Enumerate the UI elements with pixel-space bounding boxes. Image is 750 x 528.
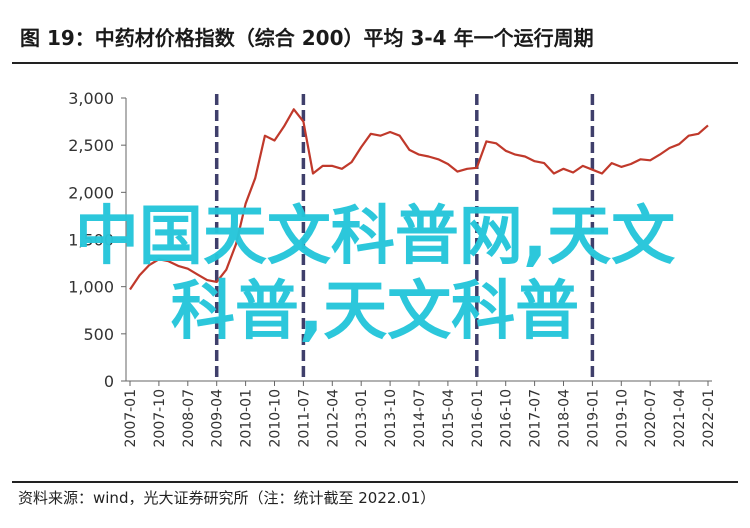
x-tick-label: 2018-04: [557, 389, 573, 448]
chart-title: 图 19：中药材价格指数（综合 200）平均 3-4 年一个运行周期: [20, 26, 594, 50]
y-tick-label: 500: [83, 325, 114, 344]
top-rule: [12, 62, 738, 64]
x-tick-label: 2015-04: [441, 389, 457, 448]
x-tick-label: 2013-10: [383, 389, 399, 448]
x-tick-label: 2009-04: [210, 389, 226, 448]
x-tick-label: 2019-10: [614, 389, 630, 448]
x-tick-label: 2017-07: [528, 389, 544, 448]
y-tick-label: 3,000: [68, 89, 114, 108]
x-tick-label: 2014-07: [412, 389, 428, 448]
x-tick-label: 2016-01: [470, 389, 486, 448]
y-tick-label: 2,000: [68, 183, 114, 202]
x-tick-label: 2007-01: [123, 389, 139, 448]
price-index-line: [129, 108, 709, 291]
x-tick-label: 2021-04: [672, 389, 688, 448]
x-tick-label: 2007-10: [152, 389, 168, 448]
y-tick-label: 1,500: [68, 231, 114, 250]
series-layer: [129, 108, 709, 291]
x-tick-label: 2019-01: [585, 389, 601, 448]
chart-axes: 0 500 1,000 1,500 2,000 2,500 3,000 2007-01 2007…: [68, 89, 717, 448]
x-tick-label: 2020-07: [643, 389, 659, 448]
source-note: 资料来源：wind，光大证券研究所（注：统计截至 2022.01）: [18, 489, 436, 507]
x-tick-label: 2011-07: [296, 389, 312, 448]
watermark-line-2: 科普,天文科普: [170, 275, 580, 349]
x-tick-label: 2012-04: [325, 389, 341, 448]
x-tick-label: 2013-01: [354, 389, 370, 448]
y-tick-label: 1,000: [68, 278, 114, 297]
x-tick-label: 2022-01: [701, 389, 717, 448]
y-tick-label: 2,500: [68, 136, 114, 155]
x-tick-label: 2010-01: [239, 389, 255, 448]
x-tick-label: 2016-10: [499, 389, 515, 448]
bottom-rule: [12, 481, 738, 483]
y-tick-label: 0: [104, 372, 114, 391]
watermark-line-1: 中国天文科普网,天文: [74, 200, 676, 274]
x-tick-label: 2010-10: [268, 389, 284, 448]
x-tick-label: 2008-07: [181, 389, 197, 448]
